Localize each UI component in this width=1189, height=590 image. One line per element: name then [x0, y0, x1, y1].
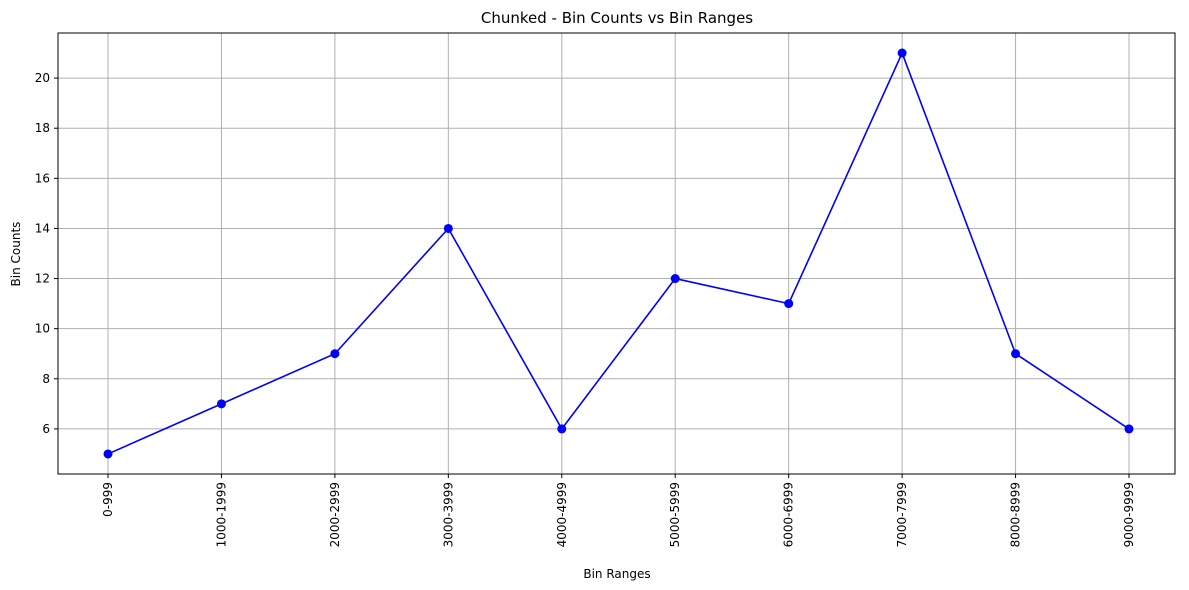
x-tick-label: 9000-9999 [1122, 482, 1136, 547]
x-tick-label: 3000-3999 [441, 482, 455, 547]
x-tick-label: 6000-6999 [782, 482, 796, 547]
x-axis-title: Bin Ranges [583, 567, 650, 581]
grid-layer [58, 33, 1175, 474]
x-tick-label: 0-999 [101, 482, 115, 517]
data-point [1011, 349, 1021, 359]
data-point [330, 349, 340, 359]
x-tick-label: 1000-1999 [214, 482, 228, 547]
y-tick-label: 14 [35, 221, 50, 235]
y-tick-label: 12 [35, 272, 50, 286]
plot-frame [57, 32, 1176, 475]
y-tick-label: 20 [35, 71, 50, 85]
x-tick-label: 7000-7999 [895, 482, 909, 547]
x-tick-label: 4000-4999 [555, 482, 569, 547]
data-point [784, 299, 794, 309]
y-axis-title: Bin Counts [9, 222, 23, 287]
y-tick-label: 6 [42, 422, 50, 436]
data-point [216, 399, 226, 409]
data-point [1124, 424, 1134, 434]
y-tick-label: 10 [35, 322, 50, 336]
data-point [670, 274, 680, 284]
series-layer [103, 48, 1134, 459]
chart-title: Chunked - Bin Counts vs Bin Ranges [481, 9, 753, 27]
y-tick-label: 18 [35, 121, 50, 135]
x-tick-label: 2000-2999 [328, 482, 342, 547]
y-tick-label: 8 [42, 372, 50, 386]
data-point [557, 424, 567, 434]
data-point [897, 48, 907, 58]
y-tick-label: 16 [35, 171, 50, 185]
x-tick-label: 8000-8999 [1009, 482, 1023, 547]
data-point [443, 223, 453, 233]
series-line [107, 50, 1130, 455]
ticks-layer: 0-999 1000-1999 2000-2999 3000-3999 4000-499… [35, 71, 1136, 547]
data-point [103, 449, 113, 459]
x-tick-label: 5000-5999 [668, 482, 682, 547]
